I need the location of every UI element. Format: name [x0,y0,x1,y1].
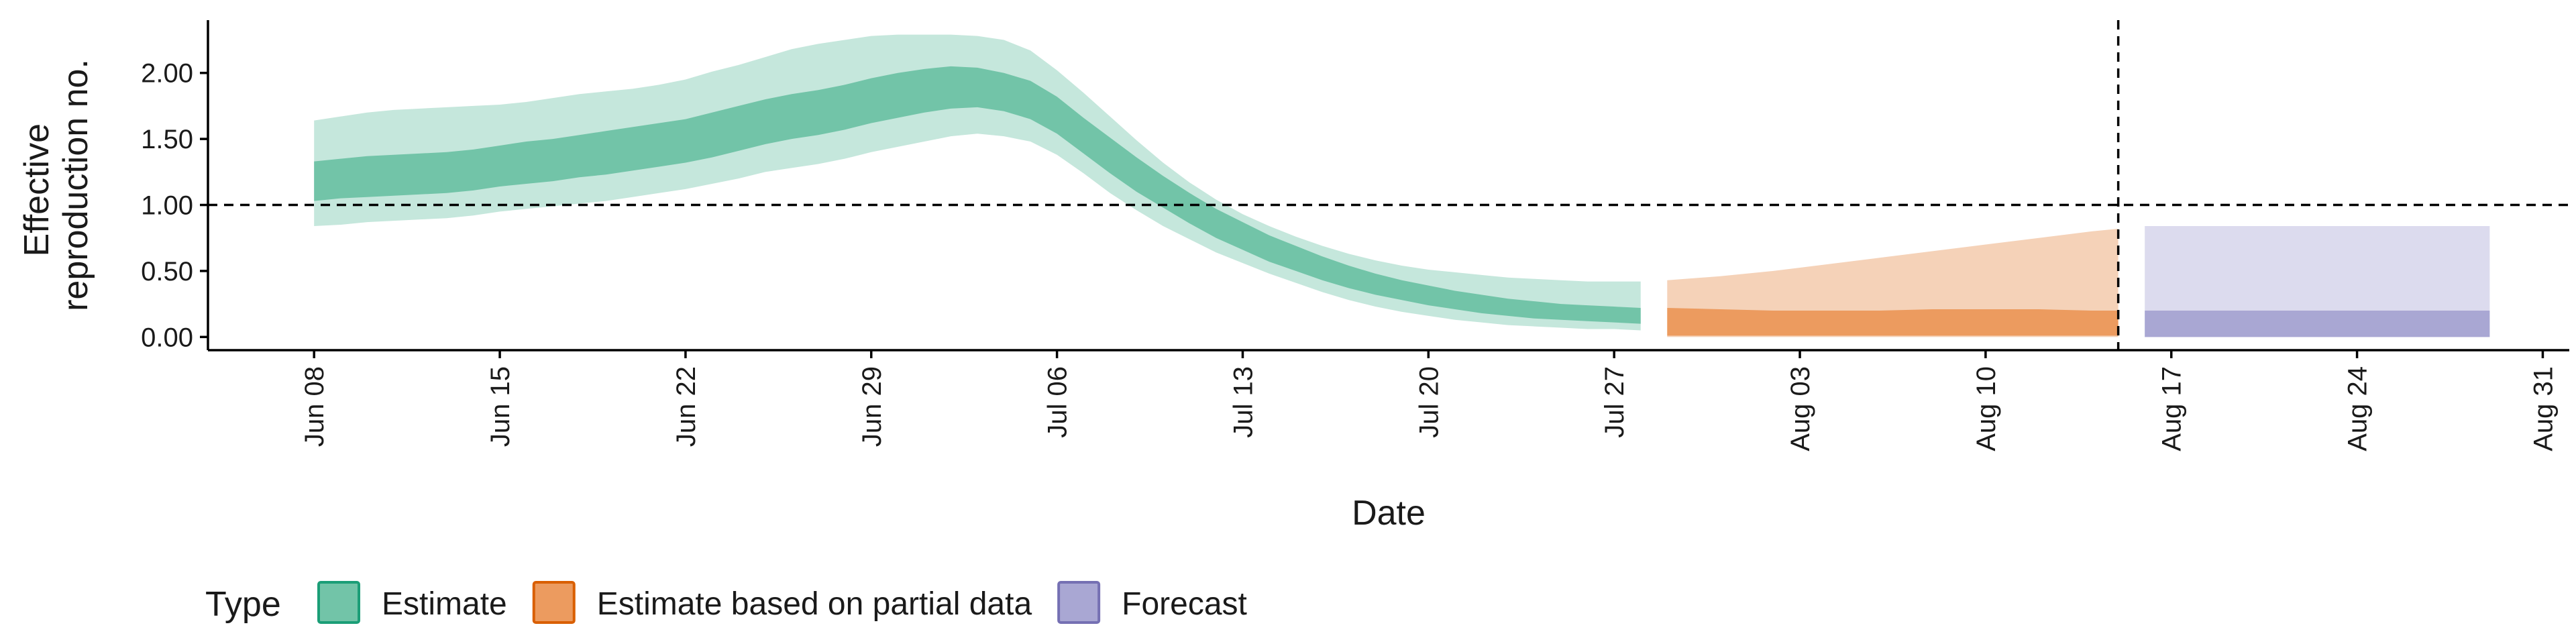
y-tick-label: 2.00 [141,59,193,89]
forecast-legend-label: Forecast [1122,586,1247,622]
y-ticks: 0.00 0.50 1.00 1.50 2.00 [141,59,208,352]
y-axis-title-line-1: Effective [17,123,56,256]
x-tick-label: Aug 10 [1972,366,2001,451]
y-tick-label: 1.50 [141,125,193,154]
x-tick-label: Aug 31 [2528,366,2558,451]
estimate-based-on-partial-data-legend-key [532,581,576,624]
x-tick-label: Jul 06 [1043,366,1073,438]
x-tick-label: Aug 03 [1786,366,1815,451]
x-tick-label: Jun 29 [857,366,887,447]
x-tick-label: Jul 27 [1600,366,1629,438]
axes [207,20,2569,352]
forecast-outer-band [2145,226,2490,337]
x-tick-label: Jun 15 [486,366,515,447]
y-tick-label: 1.00 [141,191,193,221]
legend-title: Type [205,585,281,624]
y-tick-label: 0.00 [141,323,193,352]
estimate-based-on-partial-data-inner-band [1667,308,2118,336]
forecast-inner-band [2145,310,2490,337]
y-axis-title-line-2: reproduction no. [56,59,95,311]
x-tick-label: Aug 17 [2157,366,2187,451]
x-tick-label: Jul 13 [1228,366,1258,438]
x-axis-title: Date [1352,494,1426,533]
estimate-inner-band [314,66,1641,324]
x-ticks: Jun 08 Jun 15 Jun 22 Jun 29 Jul 06 Jul 13 Jul … [300,350,2558,451]
x-tick-label: Jul 20 [1414,366,1444,438]
plot-bands [314,34,2490,337]
estimate-legend-key [317,581,360,624]
legend: Type Estimate Estimate based on partial d… [205,581,1247,624]
estimate-legend-label: Estimate [382,586,507,622]
x-tick-label: Aug 24 [2343,366,2373,451]
reference-lines [208,20,2569,350]
estimate-based-on-partial-data-legend-label: Estimate based on partial data [597,586,1032,622]
y-axis-title: Effective reproduction no. [17,59,95,311]
forecast-legend-key [1057,581,1101,624]
x-tick-label: Jun 08 [300,366,329,447]
y-tick-label: 0.50 [141,257,193,286]
x-tick-label: Jun 22 [672,366,701,447]
